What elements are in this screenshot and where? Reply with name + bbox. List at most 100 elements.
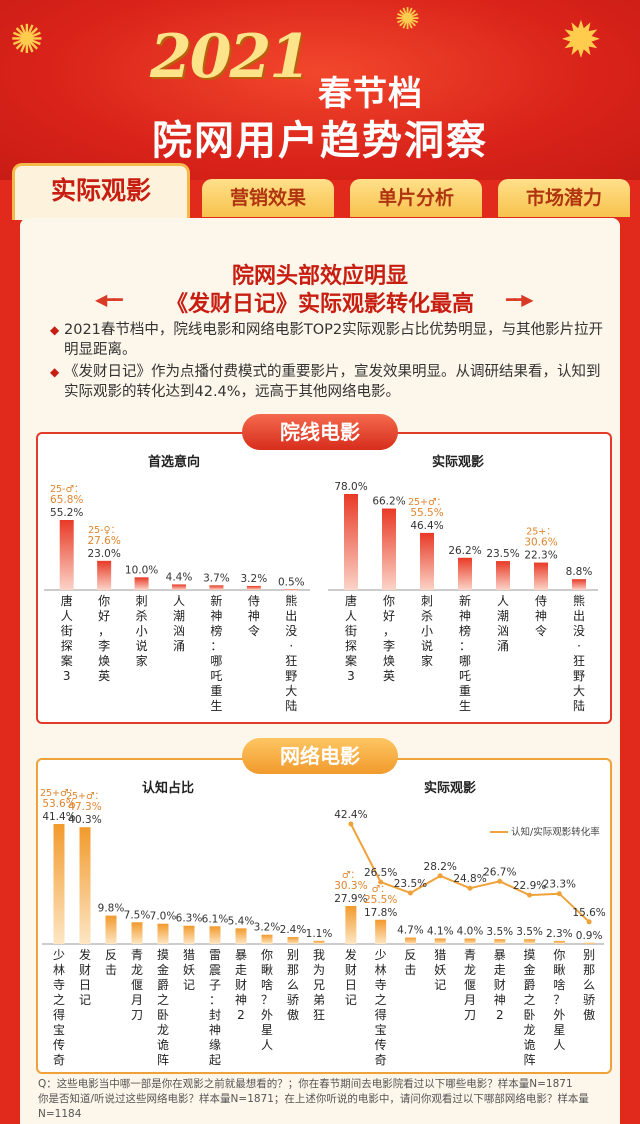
tick-label: 封 (209, 1008, 221, 1022)
tab-marketing[interactable]: 营销效果 (202, 179, 334, 217)
tick-label: 财 (345, 963, 357, 977)
bar (131, 922, 143, 944)
tick-label: 为 (313, 963, 325, 977)
tick-label: 走 (494, 963, 506, 977)
bar (287, 937, 299, 944)
tick-label: 傲 (287, 1007, 299, 1022)
bar (494, 939, 506, 944)
footer-line: Q：这些电影当中哪一部是你在观影之前就最想看的？；你在春节期间去电影院看过以下哪… (38, 1078, 573, 1090)
hero-banner: ✺ ✺ ✹ 2021 春节档 院网用户趋势洞察 (0, 0, 640, 180)
tick-label: 陆 (285, 698, 297, 713)
cinema-box (36, 432, 612, 724)
data-label: 78.0% (334, 481, 367, 493)
tick-label: 熊 (573, 593, 585, 608)
tick-label: 令 (535, 623, 547, 638)
tick-label: 陆 (573, 698, 585, 713)
tick-label: 人 (345, 609, 357, 623)
tick-label: 反 (404, 948, 416, 962)
tick-label: 瞅 (553, 963, 565, 977)
tick-label: 探 (345, 639, 357, 653)
tick-label: 财 (235, 978, 247, 992)
tab-actual-viewing[interactable]: 实际观影 (12, 163, 190, 220)
bar (345, 906, 357, 944)
data-label: 3.7% (203, 572, 230, 584)
bar (105, 915, 117, 944)
tick-label: 英 (383, 669, 395, 683)
data-label: 4.7% (397, 925, 424, 937)
line-point (586, 919, 592, 925)
tick-label: 宝 (375, 1023, 387, 1037)
line-label: 23.5% (394, 878, 427, 890)
tick-label: 焕 (98, 654, 110, 668)
bar (209, 585, 224, 590)
tick-label: 摸 (524, 948, 536, 962)
tick-label: 生 (459, 699, 471, 713)
tick-label: 记 (79, 993, 91, 1007)
tick-label: 3 (63, 669, 71, 683)
tick-label: 侍 (248, 594, 260, 608)
tick-label: 金 (157, 962, 169, 977)
tick-label: 卧 (524, 1008, 536, 1022)
tick-label: 暴 (494, 948, 506, 962)
tick-label: ？ (261, 993, 273, 1007)
tick-label: 你 (553, 948, 565, 962)
data-label: 4.4% (166, 571, 193, 583)
tick-label: 神 (459, 609, 471, 623)
tick-label: 2 (496, 1008, 504, 1022)
tab-market-potential[interactable]: 市场潜力 (498, 179, 630, 217)
tick-label: 星 (261, 1023, 273, 1037)
tick-label: 涌 (173, 639, 185, 653)
headline-line1: 院网头部效应明显 (231, 264, 408, 289)
bar (209, 926, 221, 944)
tick-label: 探 (61, 639, 73, 653)
diamond-icon: ◆ (50, 323, 60, 337)
tick-label: 啥 (553, 977, 565, 992)
tick-label: 龙 (524, 1023, 536, 1037)
data-label: 55.2% (50, 507, 83, 519)
tick-label: 月 (464, 993, 476, 1007)
data-label: 0.9% (576, 930, 603, 942)
tick-label: 青 (131, 948, 143, 962)
tick-label: 李 (98, 638, 110, 653)
tick-label: 偃 (464, 977, 476, 992)
tab-single-film[interactable]: 单片分析 (350, 179, 482, 217)
tick-label: · (577, 639, 581, 653)
line-point (497, 878, 503, 884)
tick-label: 雷 (209, 948, 221, 962)
tick-label: 新 (210, 593, 222, 608)
tick-label: 传 (53, 1037, 65, 1052)
tick-label: 弟 (313, 993, 325, 1007)
tick-label: 重 (459, 684, 471, 698)
tick-label: 么 (583, 978, 595, 992)
tick-label: 那 (287, 963, 299, 977)
tick-label: 神 (248, 609, 260, 623)
bar (344, 494, 358, 590)
title-line1: 春节档 (318, 74, 423, 114)
annotation: 25-♀： (88, 525, 120, 536)
data-label: 26.2% (448, 545, 481, 557)
tick-label: 偃 (131, 977, 143, 992)
tick-label: 侍 (535, 594, 547, 608)
section-cinema: 院线电影 (242, 414, 398, 450)
tick-label: 阵 (157, 1053, 169, 1067)
tick-label: 重 (210, 684, 222, 698)
tick-label: 传 (375, 1037, 387, 1052)
bar (183, 925, 195, 944)
tick-label: 野 (285, 669, 297, 683)
tick-label: · (289, 639, 293, 653)
tick-label: 得 (53, 1007, 65, 1022)
data-label: 27.9% (334, 893, 367, 905)
tick-label: 吒 (459, 669, 471, 683)
tick-label: 狂 (313, 1008, 325, 1022)
data-label: 7.5% (124, 909, 151, 921)
tick-label: 神 (209, 1023, 221, 1037)
data-label: 7.0% (150, 911, 177, 923)
tick-label: 神 (235, 993, 247, 1007)
tick-label: 记 (345, 993, 357, 1007)
bar (79, 827, 91, 944)
annotation: 25-♂： (50, 484, 84, 495)
bar (583, 942, 595, 944)
tick-label: 寺 (53, 978, 65, 992)
chart-title: 实际观影 (432, 454, 484, 470)
tick-label: 爵 (157, 978, 169, 992)
